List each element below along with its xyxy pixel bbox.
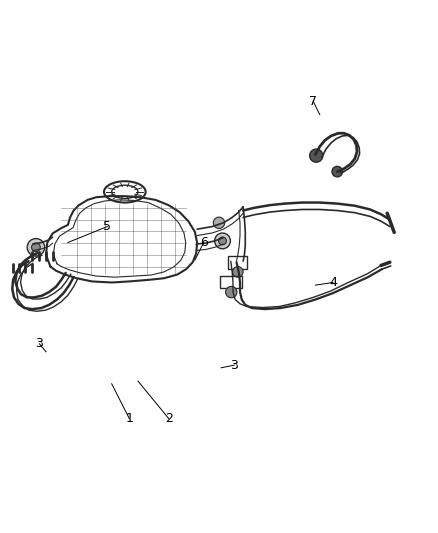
Text: 3: 3: [35, 337, 43, 350]
Circle shape: [32, 243, 40, 252]
Text: 4: 4: [329, 276, 337, 289]
Circle shape: [219, 237, 226, 245]
Circle shape: [27, 239, 45, 256]
Text: 2: 2: [165, 412, 173, 425]
Text: 5: 5: [103, 220, 111, 233]
Text: 7: 7: [309, 95, 317, 108]
Circle shape: [213, 217, 225, 229]
Circle shape: [310, 149, 323, 162]
Circle shape: [226, 286, 237, 298]
Text: 1: 1: [125, 412, 133, 425]
Circle shape: [233, 266, 243, 277]
Text: 6: 6: [200, 236, 208, 249]
Circle shape: [332, 166, 343, 177]
Circle shape: [215, 233, 230, 249]
Text: 3: 3: [230, 359, 238, 372]
